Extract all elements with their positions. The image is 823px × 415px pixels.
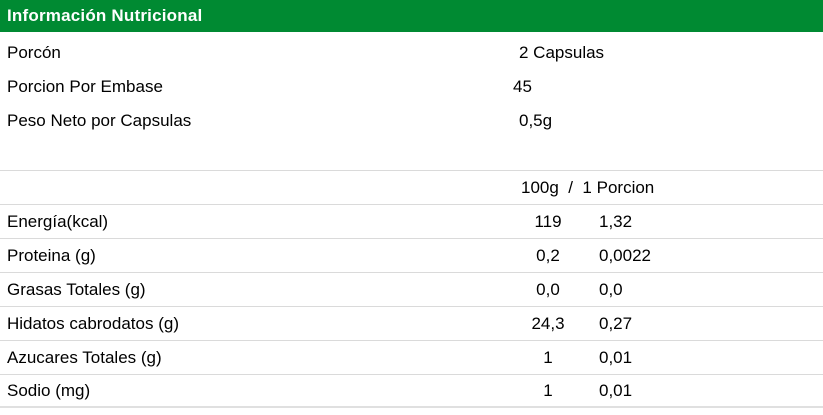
table-title: Información Nutricional <box>7 6 203 25</box>
nutrient-row-grasas: Grasas Totales (g) 0,0 0,0 <box>0 272 823 306</box>
nutrient-value-porcion: 1,32 <box>599 212 633 231</box>
nutrient-value-porcion: 0,01 <box>599 381 633 400</box>
nutrient-value-100g: 1 <box>543 381 553 400</box>
nutrient-value-porcion: 0,27 <box>599 314 633 333</box>
serving-value: 0,5g <box>519 111 553 130</box>
nutrient-value-100g: 119 <box>534 212 562 231</box>
nutrient-label: Sodio (mg) <box>7 381 91 400</box>
nutrient-table-section: 100g / 1 Porcion Energía(kcal) 119 1,32 … <box>0 170 823 408</box>
column-header-row: 100g / 1 Porcion <box>0 170 823 204</box>
serving-row-porcion: Porcón 2 Capsulas <box>0 36 823 70</box>
title-bar: Información Nutricional <box>0 0 823 32</box>
nutrient-label: Energía(kcal) <box>7 212 109 231</box>
nutrient-value-porcion: 0,0022 <box>599 246 651 265</box>
serving-row-peso-neto: Peso Neto por Capsulas 0,5g <box>0 104 823 138</box>
serving-label: Peso Neto por Capsulas <box>7 111 192 130</box>
nutrient-row-azucares: Azucares Totales (g) 1 0,01 <box>0 340 823 374</box>
nutrient-label: Hidatos cabrodatos (g) <box>7 314 179 333</box>
nutrient-row-proteina: Proteina (g) 0,2 0,0022 <box>0 238 823 272</box>
column-header: 100g / 1 Porcion <box>521 178 655 197</box>
nutrient-row-energia: Energía(kcal) 119 1,32 <box>0 204 823 238</box>
nutrient-label: Proteina (g) <box>7 246 96 265</box>
serving-value: 45 <box>513 77 532 96</box>
nutrient-value-100g: 0,2 <box>536 246 560 265</box>
nutrient-value-100g: 24,3 <box>531 314 565 333</box>
serving-row-porciones-por-envase: Porcion Por Embase 45 <box>0 70 823 104</box>
nutrient-value-porcion: 0,01 <box>599 348 633 367</box>
nutrient-value-100g: 1 <box>543 348 553 367</box>
serving-label: Porcion Por Embase <box>7 77 163 96</box>
serving-info-section: Porcón 2 Capsulas Porcion Por Embase 45 … <box>0 36 823 138</box>
nutrient-row-hidratos: Hidatos cabrodatos (g) 24,3 0,27 <box>0 306 823 340</box>
nutrient-value-100g: 0,0 <box>536 280 560 299</box>
nutrient-value-porcion: 0,0 <box>599 280 623 299</box>
nutrient-row-sodio: Sodio (mg) 1 0,01 <box>0 374 823 406</box>
serving-value: 2 Capsulas <box>519 43 605 62</box>
serving-label: Porcón <box>7 43 61 62</box>
nutrient-label: Azucares Totales (g) <box>7 348 162 367</box>
nutrient-label: Grasas Totales (g) <box>7 280 146 299</box>
